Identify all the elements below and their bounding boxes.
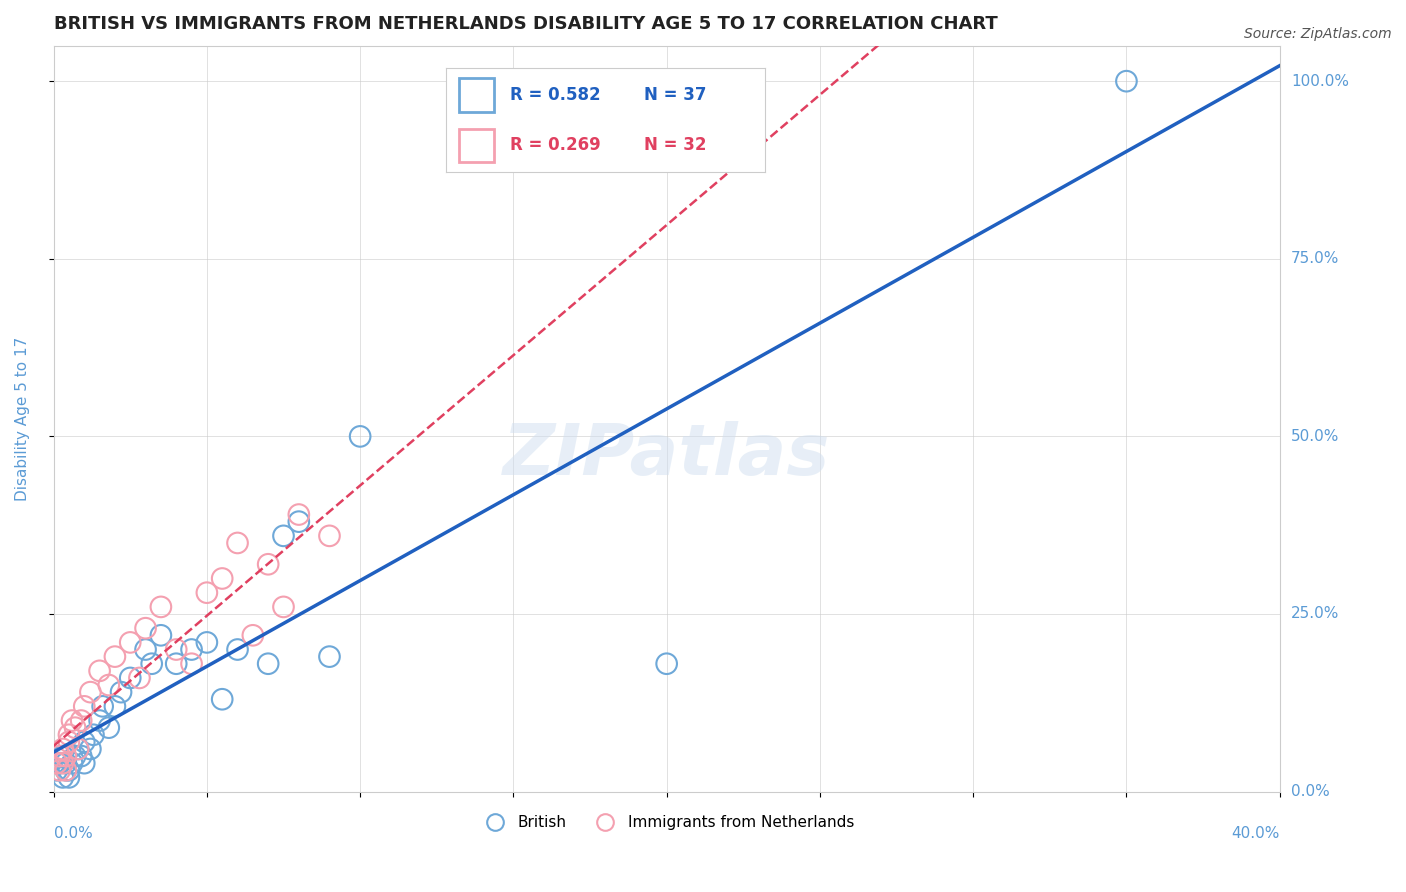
Point — [82, 728, 104, 742]
Point — [273, 599, 295, 614]
Text: 100.0%: 100.0% — [1291, 74, 1348, 88]
Point — [195, 585, 218, 599]
Point — [149, 628, 172, 642]
Point — [67, 742, 90, 756]
Point — [104, 699, 127, 714]
Point — [655, 657, 678, 671]
Point — [58, 728, 80, 742]
Point — [45, 756, 67, 771]
Point — [120, 671, 142, 685]
Point — [60, 756, 83, 771]
Point — [97, 721, 120, 735]
Point — [79, 685, 101, 699]
Point — [73, 699, 96, 714]
Point — [165, 657, 187, 671]
Point — [70, 749, 93, 764]
Point — [120, 635, 142, 649]
Point — [149, 599, 172, 614]
Point — [48, 764, 70, 778]
Point — [58, 764, 80, 778]
Point — [226, 642, 249, 657]
Point — [104, 649, 127, 664]
Point — [48, 756, 70, 771]
Text: 0.0%: 0.0% — [53, 826, 93, 841]
Point — [141, 657, 163, 671]
Point — [48, 749, 70, 764]
Point — [135, 621, 157, 635]
Point — [55, 764, 77, 778]
Point — [63, 749, 86, 764]
Point — [73, 756, 96, 771]
Point — [79, 742, 101, 756]
Point — [97, 678, 120, 692]
Y-axis label: Disability Age 5 to 17: Disability Age 5 to 17 — [15, 336, 30, 500]
Point — [55, 764, 77, 778]
Point — [110, 685, 132, 699]
Text: 40.0%: 40.0% — [1232, 826, 1279, 841]
Point — [195, 635, 218, 649]
Legend: British, Immigrants from Netherlands: British, Immigrants from Netherlands — [474, 809, 860, 836]
Point — [226, 536, 249, 550]
Point — [128, 671, 150, 685]
Point — [89, 664, 111, 678]
Point — [349, 429, 371, 443]
Point — [58, 771, 80, 785]
Point — [211, 572, 233, 586]
Point — [257, 657, 280, 671]
Point — [55, 749, 77, 764]
Point — [67, 742, 90, 756]
Point — [91, 699, 114, 714]
Text: 25.0%: 25.0% — [1291, 607, 1339, 622]
Point — [318, 529, 340, 543]
Point — [45, 764, 67, 778]
Point — [52, 771, 75, 785]
Point — [52, 749, 75, 764]
Point — [135, 642, 157, 657]
Text: 50.0%: 50.0% — [1291, 429, 1339, 444]
Text: 0.0%: 0.0% — [1291, 784, 1330, 799]
Point — [211, 692, 233, 706]
Point — [52, 742, 75, 756]
Point — [273, 529, 295, 543]
Point — [318, 649, 340, 664]
Text: BRITISH VS IMMIGRANTS FROM NETHERLANDS DISABILITY AGE 5 TO 17 CORRELATION CHART: BRITISH VS IMMIGRANTS FROM NETHERLANDS D… — [53, 15, 997, 33]
Point — [242, 628, 264, 642]
Point — [60, 714, 83, 728]
Point — [257, 558, 280, 572]
Point — [63, 721, 86, 735]
Text: ZIPatlas: ZIPatlas — [503, 421, 831, 491]
Point — [58, 735, 80, 749]
Point — [55, 756, 77, 771]
Point — [180, 657, 202, 671]
Point — [70, 714, 93, 728]
Point — [180, 642, 202, 657]
Point — [165, 642, 187, 657]
Text: 75.0%: 75.0% — [1291, 252, 1339, 267]
Point — [73, 735, 96, 749]
Point — [288, 515, 311, 529]
Point — [288, 508, 311, 522]
Text: Source: ZipAtlas.com: Source: ZipAtlas.com — [1244, 27, 1392, 41]
Point — [1115, 74, 1137, 88]
Point — [52, 756, 75, 771]
Point — [89, 714, 111, 728]
